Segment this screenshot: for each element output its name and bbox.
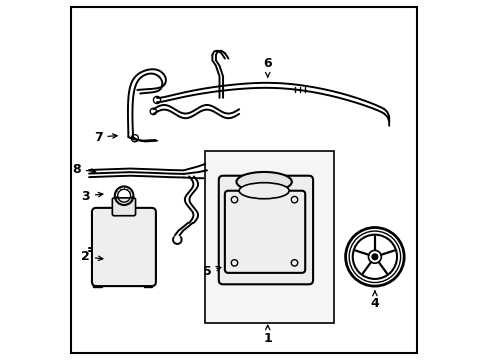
Text: 6: 6 <box>263 57 271 77</box>
Bar <box>205 152 333 323</box>
Circle shape <box>371 254 377 260</box>
FancyBboxPatch shape <box>92 208 156 286</box>
Text: 1: 1 <box>263 325 271 346</box>
Text: 3: 3 <box>81 190 102 203</box>
Text: 2: 2 <box>81 250 102 263</box>
Text: 4: 4 <box>370 291 379 310</box>
Text: 8: 8 <box>72 163 96 176</box>
Ellipse shape <box>239 183 288 199</box>
FancyBboxPatch shape <box>224 191 305 273</box>
FancyBboxPatch shape <box>112 198 135 216</box>
Bar <box>144 276 152 287</box>
Ellipse shape <box>236 172 291 192</box>
FancyBboxPatch shape <box>218 176 312 284</box>
Text: 5: 5 <box>202 265 221 278</box>
Text: 7: 7 <box>94 131 117 144</box>
Bar <box>93 276 102 287</box>
